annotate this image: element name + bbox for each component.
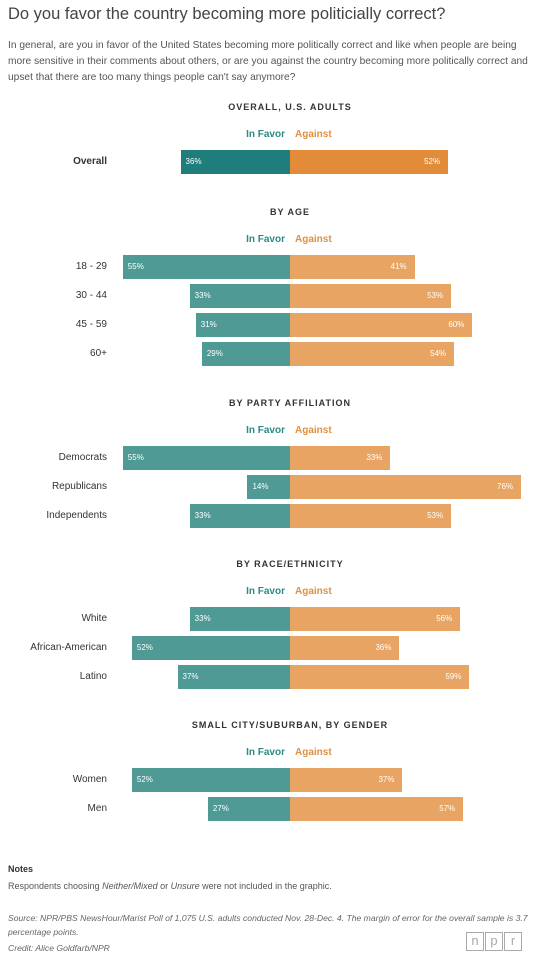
legend-against: Against — [295, 234, 332, 245]
bar-in-favor — [195, 313, 290, 337]
bar-in-favor — [189, 284, 290, 308]
bar-against — [290, 342, 455, 366]
bar-against — [290, 446, 391, 470]
category-label: 60+ — [90, 348, 107, 359]
value-label-in-favor: 29% — [206, 349, 223, 358]
value-label-against: 59% — [445, 672, 462, 681]
bar-in-favor — [201, 342, 290, 366]
category-label: 45 - 59 — [75, 319, 107, 330]
category-label: Women — [72, 774, 107, 785]
value-label-against: 36% — [375, 643, 392, 652]
value-label-in-favor: 33% — [194, 614, 211, 623]
category-label: Men — [87, 803, 107, 814]
value-label-in-favor: 37% — [182, 672, 199, 681]
section-title: SMALL CITY/SUBURBAN, BY GENDER — [191, 720, 389, 730]
bar-against — [290, 665, 470, 689]
value-label-in-favor: 27% — [212, 804, 229, 813]
bar-in-favor — [180, 150, 290, 174]
notes-text-middle: or — [157, 881, 171, 891]
bar-against — [290, 150, 449, 174]
bar-in-favor — [247, 475, 290, 499]
category-label: Independents — [46, 510, 107, 521]
bar-in-favor — [177, 665, 290, 689]
credit-note: Credit: Alice Goldfarb/NPR — [8, 943, 110, 953]
npr-logo: n p r — [466, 932, 523, 951]
value-label-against: 54% — [430, 349, 447, 358]
value-label-against: 57% — [439, 804, 456, 813]
value-label-in-favor: 33% — [194, 511, 211, 520]
category-label: 18 - 29 — [75, 261, 107, 272]
value-label-in-favor: 52% — [136, 643, 153, 652]
bar-in-favor — [122, 446, 290, 470]
bar-in-favor — [189, 607, 290, 631]
value-label-against: 53% — [427, 291, 444, 300]
legend-in-favor: In Favor — [246, 425, 285, 436]
category-label: African-American — [30, 642, 107, 653]
logo-letter-r: r — [504, 932, 522, 951]
notes-term-unsure: Unsure — [170, 881, 200, 891]
value-label-against: 60% — [448, 320, 465, 329]
bar-against — [290, 768, 403, 792]
bar-in-favor — [189, 504, 290, 528]
section-title: OVERALL, U.S. ADULTS — [228, 102, 352, 112]
notes-text-after: were not included in the graphic. — [199, 881, 332, 891]
value-label-in-favor: 31% — [200, 320, 217, 329]
bar-against — [290, 797, 464, 821]
section-title: BY PARTY AFFILIATION — [228, 398, 351, 408]
category-label: Republicans — [51, 481, 107, 492]
legend-in-favor: In Favor — [246, 747, 285, 758]
section-title: BY RACE/ETHNICITY — [236, 559, 344, 569]
bar-in-favor — [131, 636, 290, 660]
value-label-in-favor: 55% — [127, 453, 144, 462]
value-label-against: 52% — [424, 157, 441, 166]
category-label: Overall — [73, 156, 107, 167]
legend-in-favor: In Favor — [246, 129, 285, 140]
notes-text: Respondents choosing Neither/Mixed or Un… — [8, 881, 332, 891]
value-label-against: 37% — [378, 775, 395, 784]
source-note: Source: NPR/PBS NewsHour/Marist Poll of … — [8, 913, 528, 937]
category-label: Latino — [79, 671, 107, 682]
bar-against — [290, 504, 452, 528]
bar-against — [290, 313, 473, 337]
logo-letter-p: p — [485, 932, 503, 951]
chart-subtitle: In general, are you in favor of the Unit… — [8, 40, 528, 83]
chart-title: Do you favor the country becoming more p… — [8, 5, 446, 23]
legend-in-favor: In Favor — [246, 586, 285, 597]
bar-in-favor — [207, 797, 290, 821]
legend-against: Against — [295, 586, 332, 597]
legend-in-favor: In Favor — [246, 234, 285, 245]
bar-against — [290, 636, 400, 660]
notes-term-neither-mixed: Neither/Mixed — [102, 881, 158, 891]
logo-letter-n: n — [466, 932, 484, 951]
value-label-against: 76% — [497, 482, 514, 491]
value-label-in-favor: 36% — [185, 157, 202, 166]
value-label-in-favor: 52% — [136, 775, 153, 784]
legend-against: Against — [295, 425, 332, 436]
value-label-in-favor: 14% — [252, 482, 269, 491]
category-label: 30 - 44 — [75, 290, 107, 301]
value-label-against: 53% — [427, 511, 444, 520]
bar-against — [290, 475, 522, 499]
bar-against — [290, 284, 452, 308]
value-label-in-favor: 33% — [194, 291, 211, 300]
legend-against: Against — [295, 747, 332, 758]
value-label-against: 33% — [366, 453, 383, 462]
notes-text-before: Respondents choosing — [8, 881, 103, 891]
legend-against: Against — [295, 129, 332, 140]
value-label-against: 41% — [390, 262, 407, 271]
bar-in-favor — [122, 255, 290, 279]
bar-against — [290, 255, 415, 279]
value-label-against: 56% — [436, 614, 453, 623]
bar-against — [290, 607, 461, 631]
notes-heading: Notes — [8, 864, 34, 874]
category-label: White — [81, 613, 107, 624]
value-label-in-favor: 55% — [127, 262, 144, 271]
category-label: Democrats — [58, 452, 107, 463]
bar-in-favor — [131, 768, 290, 792]
section-title: BY AGE — [269, 207, 310, 217]
